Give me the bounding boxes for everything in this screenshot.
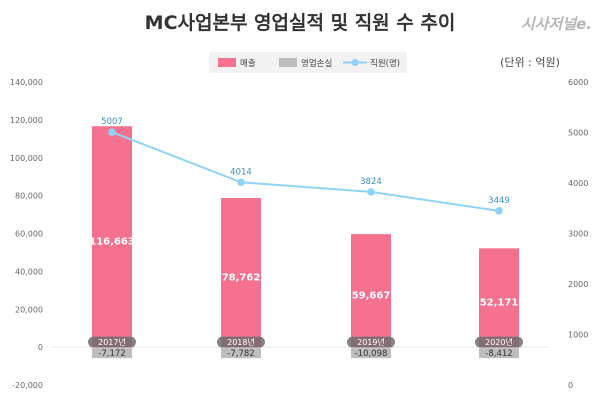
y-left-tick-label: 100,000 <box>10 154 43 163</box>
operating-loss-bar <box>92 348 132 359</box>
year-badge <box>217 336 265 348</box>
revenue-bar <box>479 248 519 348</box>
operating-loss-bar <box>221 348 261 359</box>
operating-loss-data-label: -8,412 <box>485 349 512 359</box>
x-tick-label: 2019년 <box>357 337 385 347</box>
y-right-tick-label: 5000 <box>568 129 588 138</box>
y-right-tick-label: 1000 <box>568 331 588 340</box>
revenue-data-label: 116,663 <box>89 237 135 248</box>
employee-point <box>495 207 503 215</box>
y-left-tick-label: 20,000 <box>15 305 43 314</box>
y-left-tick-label: 140,000 <box>10 78 43 87</box>
operating-loss-bar <box>479 348 519 359</box>
chart-title: MC사업본부 영업실적 및 직원 수 추이 <box>145 12 456 34</box>
y-right-tick-label: 2000 <box>568 280 588 289</box>
y-left-tick-label: -20,000 <box>12 381 43 390</box>
revenue-bar <box>351 234 391 348</box>
employee-data-label: 4014 <box>230 167 252 177</box>
unit-note: (단위 : 억원) <box>500 56 560 69</box>
y-right-tick-label: 6000 <box>568 78 588 87</box>
x-axis-labels: 2017년 2018년 2019년 2020년 <box>88 336 523 348</box>
revenue-data-label: 78,762 <box>222 273 261 284</box>
employee-data-label: 5007 <box>101 117 123 127</box>
y-axis-left: -20,000 0 20,000 40,000 60,000 80,000 100,000 1… <box>10 78 43 390</box>
y-right-tick-label: 4000 <box>568 179 588 188</box>
legend-label-employees: 직원(명) <box>370 58 400 69</box>
legend-background <box>209 52 407 73</box>
y-left-tick-label: 80,000 <box>15 192 43 201</box>
revenue-data-label: 52,171 <box>480 298 519 309</box>
y-left-tick-label: 120,000 <box>10 116 43 125</box>
employee-data-label: 3824 <box>360 177 382 187</box>
legend: 매출 영업손실 직원(명) <box>209 52 407 73</box>
operating-loss-data-label: -7,782 <box>227 349 254 359</box>
employee-series-line <box>111 131 500 212</box>
x-tick-label: 2017년 <box>98 337 126 347</box>
x-tick-label: 2018년 <box>227 337 255 347</box>
revenue-bars: 116,663 78,762 59,667 52,171 <box>89 126 519 348</box>
revenue-data-label: 59,667 <box>352 291 391 302</box>
y-axis-right: 0 1000 2000 3000 4000 5000 6000 <box>568 78 588 390</box>
year-badge <box>347 336 395 348</box>
legend-label-revenue: 매출 <box>240 58 256 69</box>
y-right-tick-label: 3000 <box>568 230 588 239</box>
year-badge <box>88 336 136 348</box>
y-left-tick-label: 0 <box>38 343 43 352</box>
y-left-tick-label: 60,000 <box>15 230 43 239</box>
y-left-tick-label: 40,000 <box>15 267 43 276</box>
legend-marker-employees <box>351 59 359 66</box>
operating-loss-data-label: -7,172 <box>98 349 125 359</box>
legend-swatch-operating-loss <box>279 58 297 67</box>
operating-loss-data-label: -10,098 <box>355 349 388 359</box>
operating-loss-bar <box>351 348 391 359</box>
revenue-bar <box>221 197 261 348</box>
employee-point <box>237 178 245 187</box>
legend-swatch-revenue <box>218 58 236 67</box>
source-logo: 시사저널e. <box>521 15 592 33</box>
employee-line: 5007 4014 3824 3449 <box>101 117 510 215</box>
employee-data-label: 3449 <box>488 196 510 206</box>
employee-point <box>108 128 116 136</box>
revenue-bar <box>92 126 132 348</box>
legend-label-operating-loss: 영업손실 <box>301 58 332 69</box>
year-badge <box>475 336 523 348</box>
y-right-tick-label: 0 <box>568 381 573 390</box>
x-tick-label: 2020년 <box>485 337 513 347</box>
employee-point <box>367 188 375 196</box>
operating-loss-bars: -7,172 -7,782 -10,098 -8,412 <box>92 348 519 359</box>
